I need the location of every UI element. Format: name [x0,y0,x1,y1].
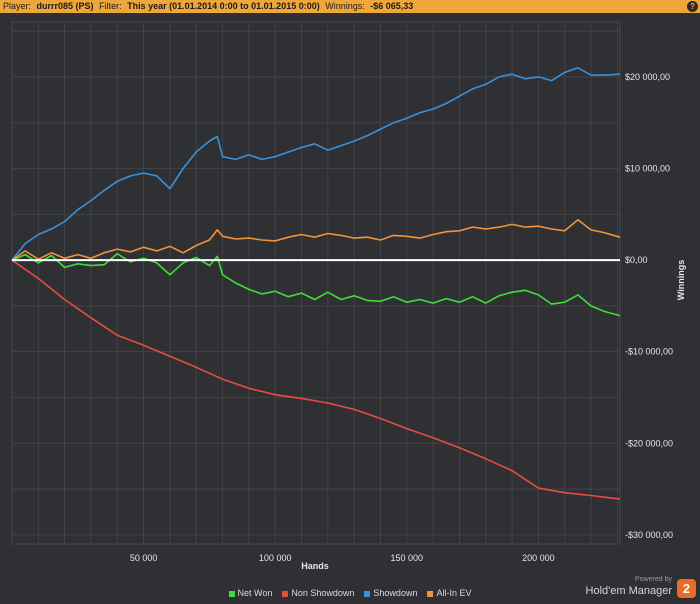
powered-by-text: Powered by [635,576,672,583]
player-value[interactable]: durrr085 (PS) [36,1,94,11]
header-bar: Player: durrr085 (PS) Filter: This year … [0,0,700,13]
x-tick-label: 150 000 [391,553,424,563]
legend-label: Non Showdown [291,588,355,598]
legend-swatch [364,590,371,597]
legend-swatch [427,590,434,597]
legend-item-all-in-ev[interactable]: All-In EV [427,588,471,598]
filter-value[interactable]: This year (01.01.2014 0:00 to 01.01.2015… [127,1,320,11]
x-tick-label: 50 000 [130,553,158,563]
y-tick-label: -$20 000,00 [625,438,673,448]
help-icon[interactable]: ? [687,1,698,12]
x-tick-label: 100 000 [259,553,292,563]
y-axis-label: Winnings [676,260,686,300]
legend-item-non-showdown[interactable]: Non Showdown [282,588,354,598]
y-tick-label: $20 000,00 [625,72,670,82]
series-line-all-in-ev [11,219,621,261]
legend-swatch [228,590,235,597]
plot-frame [11,21,621,545]
x-tick-label: 200 000 [522,553,555,563]
y-tick-label: $10 000,00 [625,164,670,174]
legend-item-showdown[interactable]: Showdown [364,588,417,598]
legend-item-net-won[interactable]: Net Won [228,588,273,598]
brand-name: Hold'em Manager [585,585,672,597]
legend-label: Showdown [373,588,418,598]
brand-badge-icon: 2 [677,579,696,598]
filter-label: Filter: [99,1,122,11]
player-label: Player: [3,1,32,11]
winnings-label: Winnings: [325,1,365,11]
legend-label: All-In EV [436,588,472,598]
brand-logo: Powered by Hold'em Manager 2 [576,575,696,601]
series-line-showdown [11,66,621,261]
chart-grid [11,21,621,545]
y-tick-label: -$30 000,00 [625,530,673,540]
chart-axes: 50 000 100 000 150 000 200 000 $20 000,00 $10… [12,72,673,563]
y-tick-label: -$10 000,00 [625,347,673,357]
x-axis-label: Hands [301,561,329,571]
series-line-non-showdown [11,259,621,500]
series-line-net-won [11,252,621,317]
chart-series [11,66,621,500]
y-tick-label: $0,00 [625,255,648,265]
winnings-value: -$6 065,33 [370,1,414,11]
legend-label: Net Won [237,588,273,598]
winnings-chart: 50 000 100 000 150 000 200 000 $20 000,00 $10… [11,21,686,571]
chart-legend: Net Won Non Showdown Showdown All-In EV [0,588,700,598]
legend-swatch [282,590,289,597]
